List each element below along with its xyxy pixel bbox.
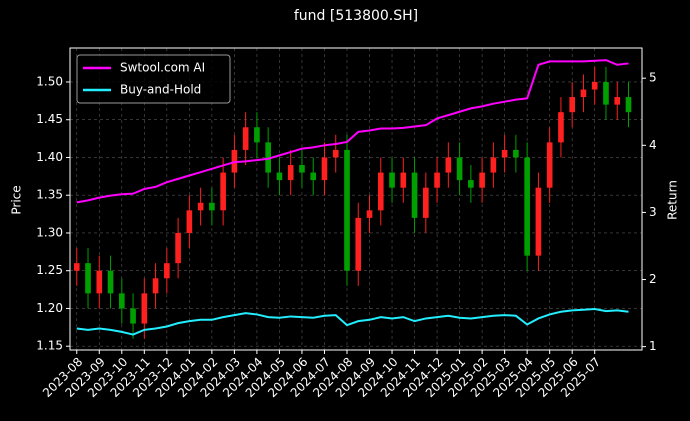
candle-body (254, 127, 260, 143)
candle-body (85, 263, 91, 294)
candle-body (591, 81, 598, 90)
candle-body (242, 127, 249, 150)
candle-body (310, 172, 317, 181)
line-series (76, 59, 629, 204)
y2-axis-label: Return (666, 180, 680, 220)
y-tick-label: 1.45 (36, 112, 63, 126)
y-tick-label: 1.15 (36, 339, 63, 353)
legend-label: Swtool.com AI (120, 61, 205, 75)
candle-body (546, 142, 553, 188)
y-tick-label: 1.35 (36, 188, 63, 202)
candle-body (355, 217, 362, 271)
y2-tick-label: 5 (649, 71, 657, 85)
y-tick-label: 1.40 (36, 150, 63, 164)
candle-body (107, 270, 114, 294)
candle-body (265, 142, 271, 173)
candle-body (164, 263, 170, 279)
candle-body (513, 149, 519, 158)
candle-body (422, 187, 429, 218)
candle-body (220, 172, 226, 211)
candle-body (377, 172, 384, 211)
candle-body (625, 97, 632, 113)
y-tick-label: 1.20 (36, 301, 63, 315)
candle-body (321, 157, 328, 181)
y2-tick-label: 1 (649, 339, 657, 353)
candle-body (468, 180, 474, 188)
legend-label: Buy-and-Hold (120, 83, 201, 97)
candle-body (332, 149, 339, 158)
candle-body (400, 172, 407, 188)
line-series (76, 308, 629, 336)
candle-body (411, 172, 418, 218)
candle-body (197, 202, 204, 211)
y-tick-label: 1.30 (36, 225, 63, 239)
candle-body (276, 172, 283, 181)
y-tick-label: 1.50 (36, 74, 63, 88)
y2-tick-label: 4 (649, 138, 657, 152)
legend: Swtool.com AI Buy-and-Hold (76, 54, 231, 104)
candle-body (479, 172, 485, 188)
candle-body (434, 172, 440, 188)
candle-body (287, 165, 294, 181)
candle-body (118, 293, 125, 309)
candle-body (130, 308, 136, 324)
candle-body (299, 165, 305, 173)
candle-body (580, 89, 587, 98)
candle-body (186, 210, 193, 233)
candle-body (73, 263, 80, 271)
candle-body (445, 157, 452, 173)
candle-body (535, 187, 542, 256)
candle-body (569, 97, 576, 113)
candle-body (96, 270, 103, 294)
candle-body (175, 232, 181, 264)
y2-tick-label: 2 (649, 272, 657, 286)
y-tick-label: 1.25 (36, 263, 63, 277)
chart-title: fund [513800.SH] (294, 8, 418, 24)
candle-body (344, 149, 350, 271)
legend-box (76, 54, 231, 104)
plot-frame (69, 47, 643, 351)
candle-body (209, 202, 215, 211)
candle-body (558, 112, 564, 143)
candle-body (456, 157, 463, 181)
y-axis-label: Price (10, 185, 24, 214)
y2-tick-label: 3 (649, 205, 657, 219)
candle-body (152, 278, 159, 294)
candle-body (603, 81, 609, 105)
candle-body (141, 293, 148, 324)
candle-body (501, 149, 508, 158)
candle-body (614, 97, 621, 105)
candle-body (389, 172, 395, 188)
candle-body (524, 157, 530, 256)
candle-body (490, 157, 497, 173)
candle-body (366, 210, 373, 218)
